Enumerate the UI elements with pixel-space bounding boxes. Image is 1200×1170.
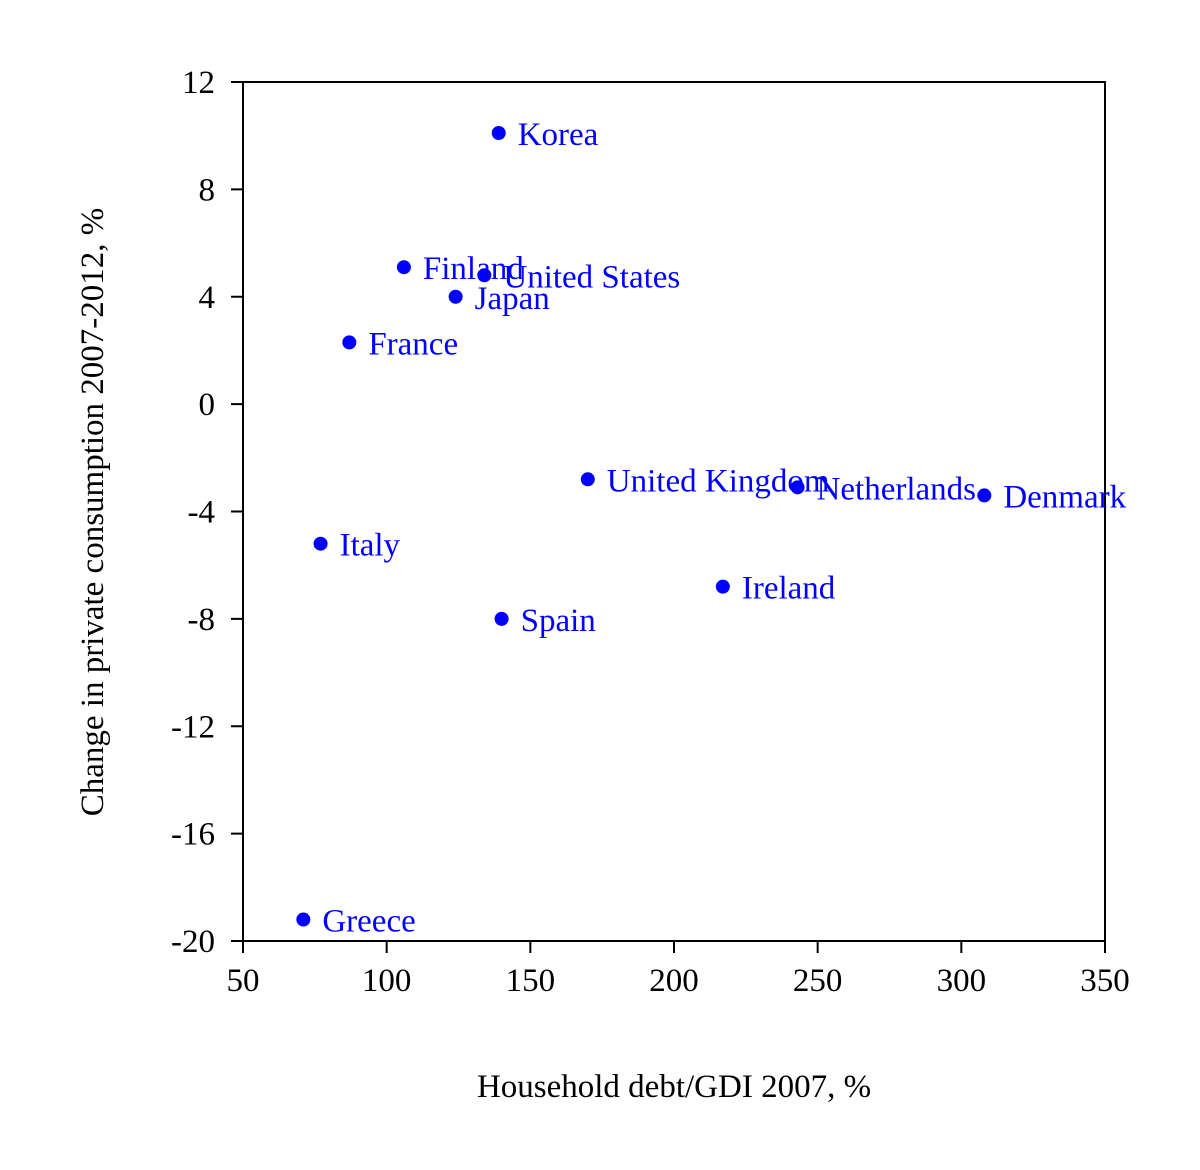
x-tick-label: 250 bbox=[793, 963, 843, 999]
x-tick-label: 100 bbox=[362, 963, 412, 999]
x-tick-label: 200 bbox=[649, 963, 699, 999]
x-tick-label: 300 bbox=[937, 963, 987, 999]
y-tick-label: 4 bbox=[199, 280, 216, 316]
data-point bbox=[977, 488, 992, 503]
y-tick-label: 12 bbox=[182, 65, 215, 101]
data-point bbox=[715, 579, 730, 594]
data-point bbox=[296, 912, 311, 927]
point-label: Italy bbox=[340, 528, 401, 564]
point-label: Japan bbox=[475, 281, 550, 317]
y-axis-title: Change in private consumption 2007-2012,… bbox=[75, 208, 111, 817]
data-point bbox=[448, 289, 463, 304]
y-tick-label: -8 bbox=[188, 602, 216, 638]
point-label: Spain bbox=[521, 603, 596, 639]
data-point bbox=[494, 611, 509, 626]
y-tick-label: -20 bbox=[171, 924, 215, 960]
plot-frame bbox=[242, 81, 1106, 942]
y-tick-label: 0 bbox=[199, 387, 216, 423]
point-label: Korea bbox=[518, 117, 599, 153]
y-tick-label: -16 bbox=[171, 817, 215, 853]
point-label: United States bbox=[503, 259, 680, 295]
point-label: Denmark bbox=[1003, 479, 1126, 515]
x-tick-label: 350 bbox=[1080, 963, 1130, 999]
data-point bbox=[342, 335, 357, 350]
x-axis-title: Household debt/GDI 2007, % bbox=[477, 1069, 871, 1105]
x-tick-label: 150 bbox=[506, 963, 556, 999]
data-point bbox=[790, 480, 805, 495]
point-label: France bbox=[368, 326, 458, 362]
y-axis: -20 -16 -12 -8 -4 0 4 8 12 bbox=[171, 65, 243, 960]
data-point bbox=[491, 126, 506, 141]
point-label: United Kingdom bbox=[607, 463, 830, 499]
y-tick-label: 8 bbox=[199, 172, 216, 208]
data-point bbox=[396, 260, 411, 275]
point-label: Netherlands bbox=[817, 471, 976, 507]
data-point bbox=[313, 536, 328, 551]
data-point bbox=[580, 472, 595, 487]
y-tick-label: -4 bbox=[188, 495, 216, 531]
x-axis: 50 100 150 200 250 300 350 bbox=[227, 941, 1130, 999]
point-label: Greece bbox=[322, 904, 415, 940]
data-point bbox=[477, 268, 492, 283]
point-label: Finland bbox=[423, 251, 524, 287]
y-tick-label: -12 bbox=[171, 709, 215, 745]
point-label: Ireland bbox=[742, 571, 836, 607]
x-tick-label: 50 bbox=[227, 963, 260, 999]
